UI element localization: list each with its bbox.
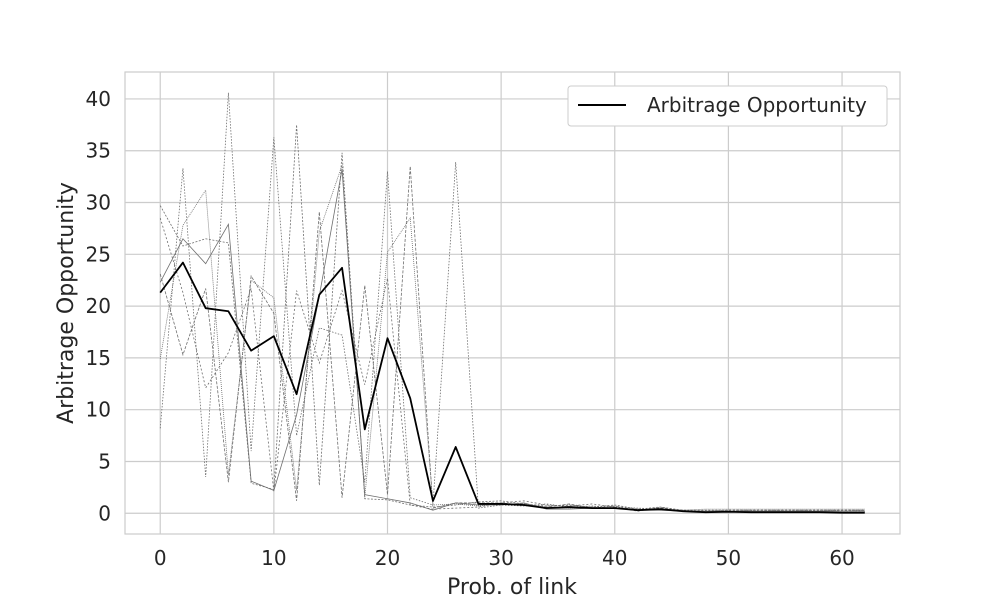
- x-tick-label: 10: [261, 546, 286, 570]
- plot-frame: [124, 71, 901, 535]
- x-tick-label: 40: [602, 546, 627, 570]
- run-line: [159, 124, 865, 511]
- legend: Arbitrage Opportunity: [567, 85, 888, 127]
- y-tick-label: 35: [86, 139, 111, 163]
- x-tick-label: 0: [154, 546, 167, 570]
- x-axis-label: Prob. of link: [447, 575, 577, 600]
- y-axis-label: Arbitrage Opportunity: [54, 182, 79, 424]
- x-tick-label: 20: [375, 546, 400, 570]
- y-tick-label: 15: [86, 346, 111, 370]
- y-tick-label: 20: [86, 294, 111, 318]
- x-tick-labels: 0 10 20 30 40 50 60: [154, 546, 855, 570]
- plot-background: [125, 72, 900, 534]
- y-tick-label: 25: [86, 242, 111, 266]
- legend-box: [567, 85, 888, 127]
- mean-series-group: [159, 261, 865, 514]
- y-tick-label: 30: [86, 191, 111, 215]
- x-tick-label: 60: [829, 546, 854, 570]
- grid: [125, 72, 900, 534]
- y-tick-label: 40: [86, 87, 111, 111]
- y-tick-labels: 0 5 10 15 20 25 30 35 40: [86, 87, 111, 525]
- mean-line: [159, 261, 865, 514]
- y-tick-label: 5: [98, 449, 111, 473]
- x-tick-label: 50: [716, 546, 741, 570]
- x-tick-label: 30: [488, 546, 513, 570]
- y-tick-label: 0: [98, 501, 111, 525]
- legend-label: Arbitrage Opportunity: [647, 93, 867, 117]
- y-tick-label: 10: [86, 398, 111, 422]
- run-line: [159, 217, 865, 512]
